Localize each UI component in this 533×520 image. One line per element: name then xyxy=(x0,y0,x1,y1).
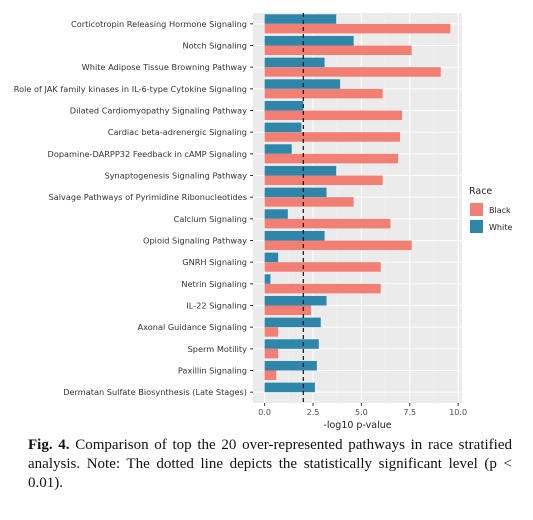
category-label: Opioid Signaling Pathway xyxy=(143,236,247,246)
bar-black xyxy=(264,218,391,229)
legend-title: Race xyxy=(469,186,492,197)
bar-white xyxy=(264,317,321,328)
bar-black xyxy=(264,175,383,186)
x-tick-label: 5.0 xyxy=(355,408,368,417)
bar-white xyxy=(264,252,279,263)
category-label: Salvage Pathways of Pyrimidine Ribonucle… xyxy=(49,192,247,202)
bar-white xyxy=(264,274,271,284)
bar-black xyxy=(264,197,354,207)
bar-white xyxy=(264,100,304,111)
bar-white xyxy=(264,382,315,393)
bar-white xyxy=(264,35,354,46)
bar-white xyxy=(264,79,341,89)
x-tick-label: 0.0 xyxy=(258,408,271,417)
x-tick-label: 7.5 xyxy=(403,408,416,417)
category-label: Dilated Cardiomyopathy Signaling Pathway xyxy=(70,106,247,116)
category-label: Cardiac beta-adrenergic Signaling xyxy=(108,127,247,137)
legend-key-white xyxy=(470,220,483,233)
bar-white xyxy=(264,165,337,176)
x-axis-ticks: 0.0 2.5 5.0 7.5 10.0 xyxy=(258,403,467,417)
bar-white xyxy=(264,122,302,133)
bar-black xyxy=(264,153,399,164)
bar-black xyxy=(264,305,312,316)
legend-label-white: White xyxy=(489,223,512,232)
category-label: Role of JAK family kinases in IL-6-type … xyxy=(14,84,247,94)
bar-white xyxy=(264,209,288,219)
category-label: Corticotropin Releasing Hormone Signalin… xyxy=(71,19,247,29)
legend-key-black xyxy=(470,203,483,216)
category-label: Sperm Motility xyxy=(188,344,248,354)
bar-black xyxy=(264,283,381,294)
figure-caption: Fig. 4. Comparison of top the 20 over-re… xyxy=(28,436,512,493)
x-axis-title: -log10 p-value xyxy=(323,420,391,430)
caption-text: Comparison of top the 20 over-represente… xyxy=(28,437,512,491)
panel-background xyxy=(253,13,462,403)
category-label: Synaptogenesis Signaling Pathway xyxy=(105,171,248,181)
bar-white xyxy=(264,14,337,24)
bar-black xyxy=(264,23,451,34)
category-label: Notch Signaling xyxy=(183,41,247,51)
category-label: Netrin Signaling xyxy=(181,279,247,289)
bars xyxy=(264,14,451,393)
category-labels: Corticotropin Releasing Hormone Signalin… xyxy=(14,19,253,397)
bar-white xyxy=(264,339,319,349)
x-tick-label: 2.5 xyxy=(307,408,320,417)
bar-white xyxy=(264,57,325,68)
bar-black xyxy=(264,240,412,251)
legend: Race Black White xyxy=(469,186,512,233)
category-label: IL-22 Signaling xyxy=(186,301,247,311)
category-label: Calcium Signaling xyxy=(174,214,247,224)
bar-black xyxy=(264,110,403,121)
bar-black xyxy=(264,67,441,77)
bar-black xyxy=(264,88,383,99)
legend-label-black: Black xyxy=(489,206,511,215)
bar-black xyxy=(264,348,279,359)
category-label: White Adipose Tissue Browning Pathway xyxy=(82,62,247,72)
bar-white xyxy=(264,230,325,241)
bar-white xyxy=(264,295,327,306)
bar-white xyxy=(264,144,292,154)
x-tick-label: 10.0 xyxy=(449,408,467,417)
category-label: GNRH Signaling xyxy=(182,257,247,267)
category-label: Dopamine-DARPP32 Feedback in cAMP Signal… xyxy=(48,149,247,159)
caption-label: Fig. 4. xyxy=(28,437,70,453)
bar-white xyxy=(264,187,327,198)
plot-panel xyxy=(253,13,462,403)
bar-black xyxy=(264,370,277,381)
category-label: Dermatan Sulfate Biosynthesis (Late Stag… xyxy=(63,387,247,397)
bar-white xyxy=(264,360,317,371)
bar-black xyxy=(264,262,381,272)
bar-black xyxy=(264,45,412,56)
category-label: Axonal Guidance Signaling xyxy=(138,322,247,332)
category-label: Paxillin Signaling xyxy=(178,366,247,376)
bar-black xyxy=(264,327,279,337)
pathway-bar-chart: Corticotropin Releasing Hormone Signalin… xyxy=(14,13,512,430)
bar-black xyxy=(264,132,401,142)
